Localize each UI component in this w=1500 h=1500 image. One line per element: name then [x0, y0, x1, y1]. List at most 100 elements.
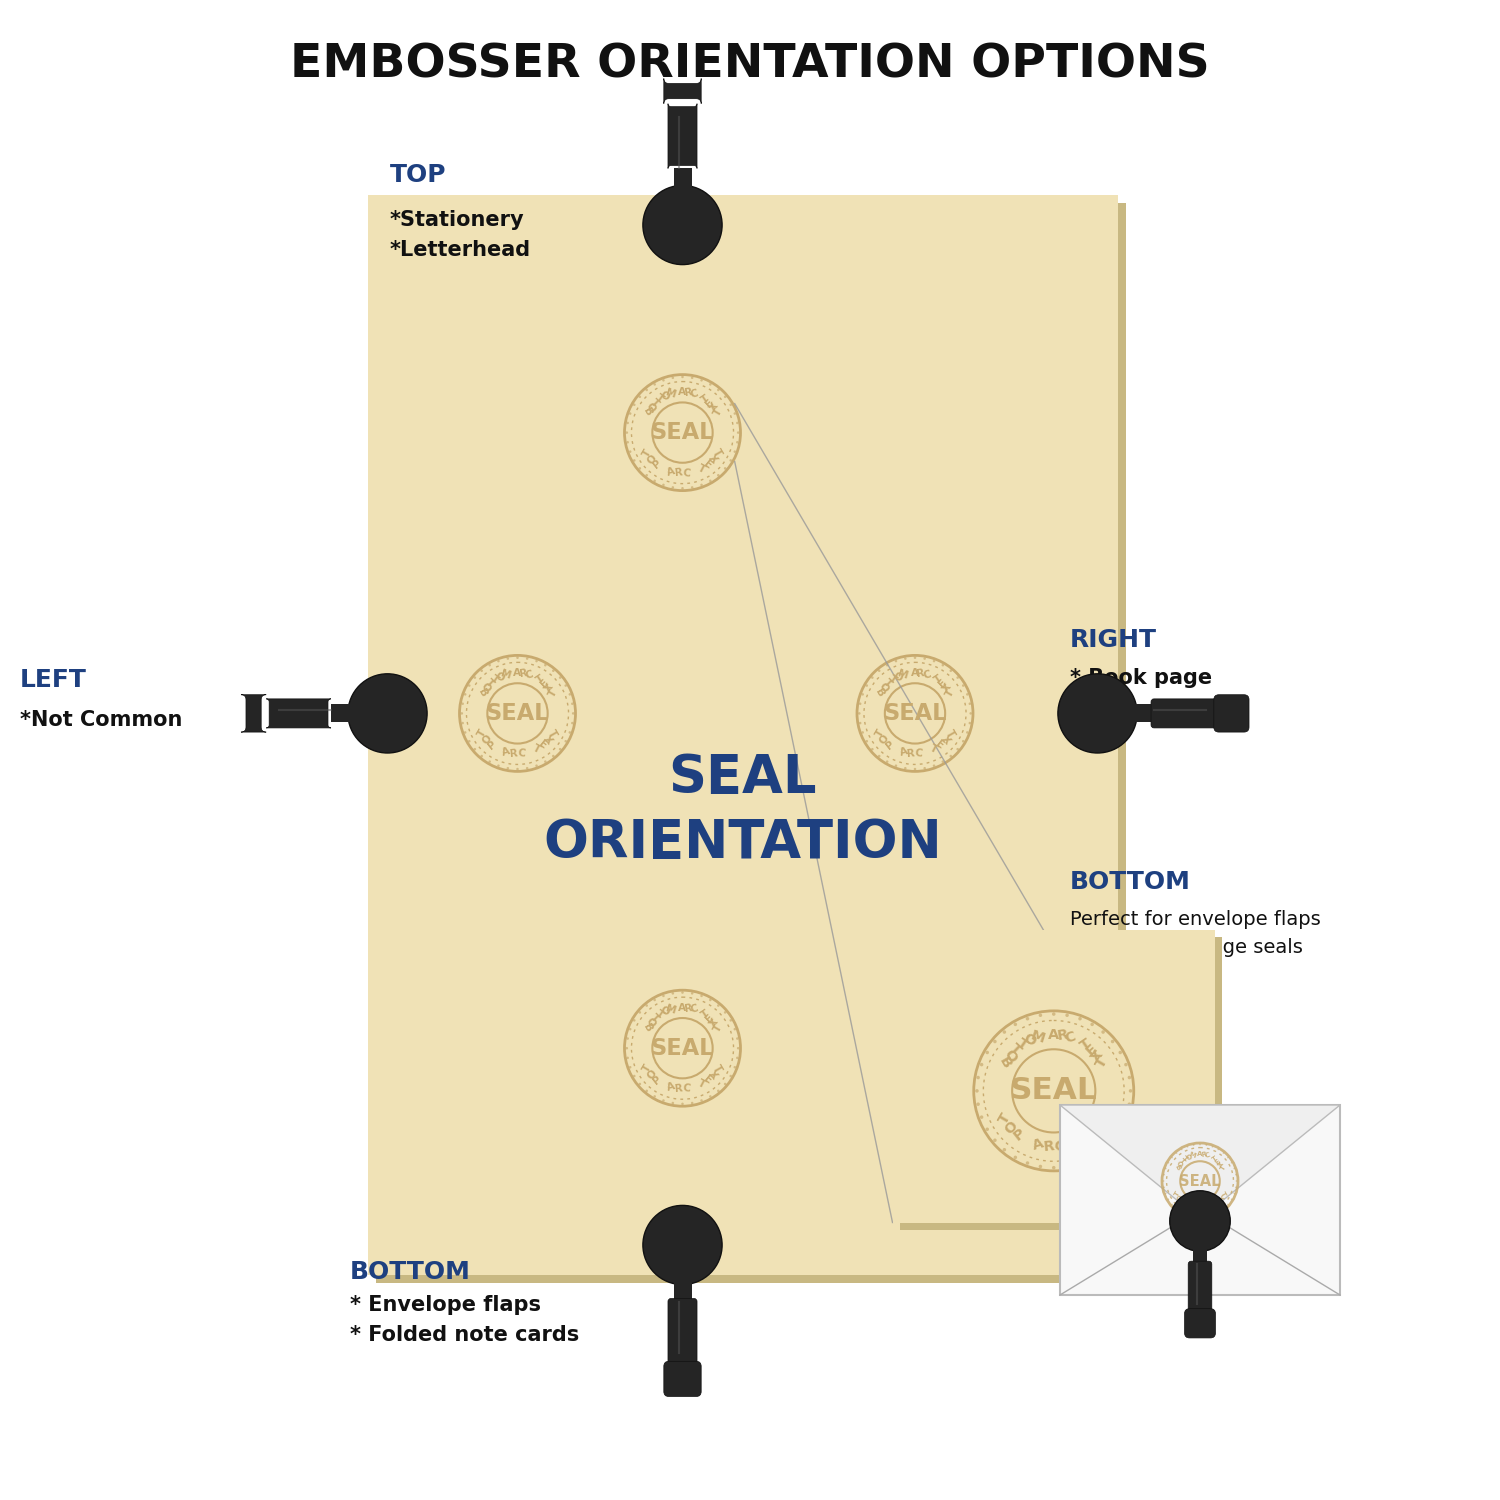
Circle shape [710, 999, 711, 1002]
Circle shape [628, 450, 632, 453]
Circle shape [865, 684, 868, 687]
Circle shape [348, 674, 427, 753]
Circle shape [464, 693, 466, 696]
Text: B: B [640, 406, 654, 418]
Text: C: C [922, 669, 932, 681]
Text: T: T [476, 728, 489, 740]
Circle shape [1166, 1167, 1167, 1170]
Circle shape [560, 748, 561, 750]
Circle shape [980, 1116, 984, 1119]
Circle shape [681, 992, 684, 994]
Circle shape [662, 1100, 664, 1102]
Circle shape [654, 480, 656, 482]
Text: E: E [702, 1074, 714, 1086]
Text: E: E [936, 678, 948, 690]
Circle shape [1119, 1128, 1122, 1131]
Circle shape [1052, 1013, 1056, 1016]
Text: E: E [702, 459, 714, 471]
Circle shape [904, 657, 906, 660]
Circle shape [1192, 1144, 1194, 1146]
Text: O: O [1000, 1047, 1020, 1065]
Circle shape [1101, 1148, 1106, 1152]
Text: T: T [1182, 1155, 1190, 1162]
Text: T: T [711, 1023, 724, 1034]
Circle shape [734, 1066, 736, 1068]
Circle shape [1162, 1180, 1164, 1182]
Circle shape [1206, 1216, 1208, 1218]
Circle shape [710, 1095, 711, 1098]
Text: P: P [486, 740, 498, 752]
Text: T: T [489, 674, 501, 686]
Circle shape [1192, 1216, 1194, 1218]
Circle shape [692, 1102, 693, 1104]
Circle shape [1212, 1146, 1214, 1148]
Text: R: R [684, 387, 693, 398]
Circle shape [1172, 1203, 1173, 1206]
Circle shape [710, 480, 711, 482]
Text: T: T [640, 447, 654, 459]
Text: C: C [525, 669, 534, 681]
Circle shape [1198, 1143, 1202, 1146]
Circle shape [1180, 1149, 1182, 1150]
Circle shape [496, 765, 500, 766]
Text: T: T [654, 393, 666, 405]
Text: SEAL: SEAL [1010, 1077, 1098, 1106]
Circle shape [729, 459, 732, 462]
Circle shape [672, 1102, 674, 1104]
Text: C: C [690, 1004, 699, 1016]
Circle shape [552, 754, 555, 758]
Circle shape [644, 186, 722, 264]
Text: M: M [664, 387, 676, 400]
Text: BOTTOM: BOTTOM [1070, 870, 1191, 894]
Text: T: T [654, 1008, 666, 1022]
FancyBboxPatch shape [1150, 699, 1222, 728]
Circle shape [1176, 1152, 1178, 1154]
Text: C: C [1200, 1204, 1206, 1210]
Circle shape [1130, 1089, 1132, 1092]
Circle shape [568, 693, 572, 696]
Circle shape [724, 1011, 726, 1014]
FancyBboxPatch shape [664, 78, 700, 104]
Text: O: O [645, 1068, 658, 1082]
Text: T: T [711, 406, 724, 418]
Text: T: T [944, 687, 957, 699]
Bar [1060, 1106, 1340, 1294]
Text: P: P [651, 1074, 663, 1086]
Circle shape [736, 1056, 738, 1059]
Circle shape [526, 657, 528, 660]
Text: T: T [546, 687, 560, 699]
Circle shape [1002, 1030, 1007, 1033]
Text: X: X [706, 1068, 720, 1082]
Circle shape [645, 1005, 648, 1007]
Circle shape [871, 676, 873, 680]
Circle shape [966, 693, 969, 696]
Text: T: T [699, 1008, 711, 1022]
Circle shape [468, 684, 471, 687]
Text: R: R [519, 668, 528, 680]
Text: E: E [934, 740, 946, 752]
Text: O: O [478, 681, 492, 694]
Text: E: E [1083, 1041, 1100, 1059]
Bar [674, 168, 692, 198]
Text: *Not Common: *Not Common [20, 710, 183, 730]
Circle shape [496, 660, 500, 663]
Text: T: T [1209, 1202, 1216, 1209]
FancyBboxPatch shape [1214, 694, 1249, 732]
Circle shape [894, 765, 897, 766]
Circle shape [1112, 1040, 1114, 1044]
Circle shape [710, 382, 711, 386]
Circle shape [1234, 1174, 1238, 1176]
Circle shape [861, 693, 864, 696]
Circle shape [1038, 1164, 1042, 1168]
Circle shape [1186, 1215, 1188, 1216]
Circle shape [628, 1066, 632, 1068]
Circle shape [1026, 1161, 1029, 1166]
Circle shape [1222, 1208, 1224, 1210]
FancyBboxPatch shape [1185, 1308, 1215, 1338]
Circle shape [969, 702, 970, 705]
Text: P: P [651, 458, 663, 471]
Text: T: T [531, 744, 542, 756]
Circle shape [942, 760, 944, 764]
Circle shape [626, 1047, 628, 1050]
Text: T: T [996, 1112, 1014, 1126]
